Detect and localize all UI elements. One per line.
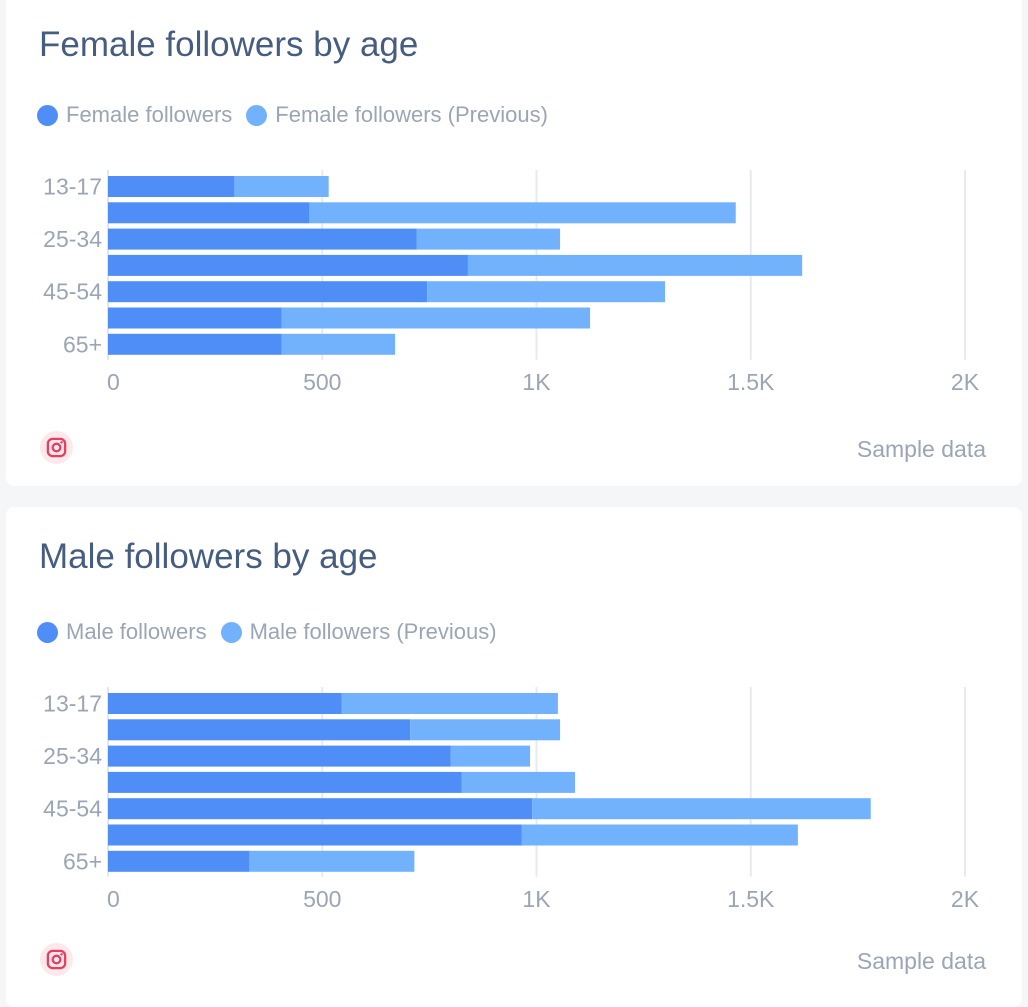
instagram-icon	[40, 943, 73, 976]
male-followers-bar-chart: 13-17 25-34 45-54 65+0 500 1K 1.5K 2K	[43, 687, 980, 912]
bar-13-17-series-1[interactable]	[234, 176, 329, 197]
bar-65+-series-0[interactable]	[108, 333, 282, 355]
x-tick-label: 1K	[522, 369, 551, 395]
chart-legend: Male followers Male followers (Previous)	[37, 619, 511, 645]
bar-65+-series-1[interactable]	[249, 850, 415, 872]
bar-35-44-series-1[interactable]	[467, 254, 803, 276]
legend-swatch	[246, 104, 268, 126]
bar-18-24-series-0[interactable]	[108, 719, 411, 741]
bar-45-54-series-0[interactable]	[108, 281, 428, 303]
legend-label: Male followers	[66, 619, 207, 644]
x-tick-label: 0	[107, 886, 120, 912]
x-tick-label: 1.5K	[727, 369, 775, 395]
y-tick-label: 45-54	[43, 796, 102, 822]
bar-25-34-series-1[interactable]	[450, 745, 531, 767]
legend-swatch	[37, 104, 58, 126]
bar-13-17-series-0[interactable]	[108, 176, 235, 197]
bar-25-34-series-1[interactable]	[416, 228, 561, 250]
bar-25-34-series-0[interactable]	[108, 228, 417, 250]
legend-swatch	[37, 621, 58, 643]
bar-35-44-series-0[interactable]	[108, 254, 468, 276]
bar-25-34-series-0[interactable]	[108, 745, 451, 767]
bar-18-24-series-0[interactable]	[108, 202, 310, 224]
female-followers-bar-chart: 13-17 25-34 45-54 65+0 500 1K 1.5K 2K	[43, 170, 980, 395]
chart-title: Male followers by age	[39, 537, 378, 576]
x-tick-label: 2K	[951, 886, 980, 912]
female-followers-card: Female followers by age Female followers…	[6, 0, 1022, 486]
bar-55-64-series-0[interactable]	[108, 307, 282, 329]
bar-45-54-series-0[interactable]	[108, 798, 533, 820]
legend-swatch	[220, 621, 242, 643]
x-tick-label: 0	[107, 369, 120, 395]
legend-item-male-followers[interactable]: Male followers	[37, 619, 207, 645]
chart-title: Female followers by age	[39, 25, 419, 64]
sample-data-note: Sample data	[856, 948, 986, 974]
legend-item-female-followers[interactable]: Female followers	[37, 102, 232, 128]
y-tick-label: 65+	[63, 331, 102, 357]
bar-45-54-series-1[interactable]	[532, 798, 871, 820]
legend-item-female-followers-previous[interactable]: Female followers (Previous)	[246, 102, 548, 128]
x-tick-label: 500	[303, 369, 341, 395]
legend-item-male-followers-previous[interactable]: Male followers (Previous)	[220, 619, 497, 645]
bar-65+-series-1[interactable]	[281, 333, 396, 355]
y-tick-label: 45-54	[43, 279, 102, 305]
bar-35-44-series-1[interactable]	[461, 771, 576, 793]
legend-label: Male followers (Previous)	[249, 619, 497, 644]
bar-35-44-series-0[interactable]	[108, 771, 462, 793]
x-tick-label: 500	[303, 886, 341, 912]
bar-55-64-series-1[interactable]	[281, 307, 591, 329]
x-tick-label: 1K	[522, 886, 551, 912]
instagram-icon	[40, 431, 73, 464]
bar-55-64-series-0[interactable]	[108, 824, 522, 846]
y-tick-label: 13-17	[43, 174, 102, 200]
y-tick-label: 25-34	[43, 743, 102, 769]
y-tick-label: 13-17	[43, 691, 102, 717]
bar-13-17-series-1[interactable]	[341, 693, 558, 714]
y-tick-label: 65+	[63, 848, 102, 874]
bar-13-17-series-0[interactable]	[108, 693, 342, 714]
bar-65+-series-0[interactable]	[108, 850, 250, 872]
bar-18-24-series-1[interactable]	[410, 719, 561, 741]
bar-18-24-series-1[interactable]	[309, 202, 736, 224]
legend-label: Female followers (Previous)	[275, 102, 548, 127]
male-followers-card: Male followers by age Male followers Mal…	[6, 507, 1022, 1007]
x-tick-label: 1.5K	[727, 886, 775, 912]
bar-55-64-series-1[interactable]	[521, 824, 798, 846]
sample-data-note: Sample data	[856, 436, 986, 462]
chart-legend: Female followers Female followers (Previ…	[37, 102, 562, 128]
legend-label: Female followers	[66, 102, 233, 127]
y-tick-label: 25-34	[43, 226, 102, 252]
bar-45-54-series-1[interactable]	[427, 281, 666, 303]
x-tick-label: 2K	[951, 369, 980, 395]
